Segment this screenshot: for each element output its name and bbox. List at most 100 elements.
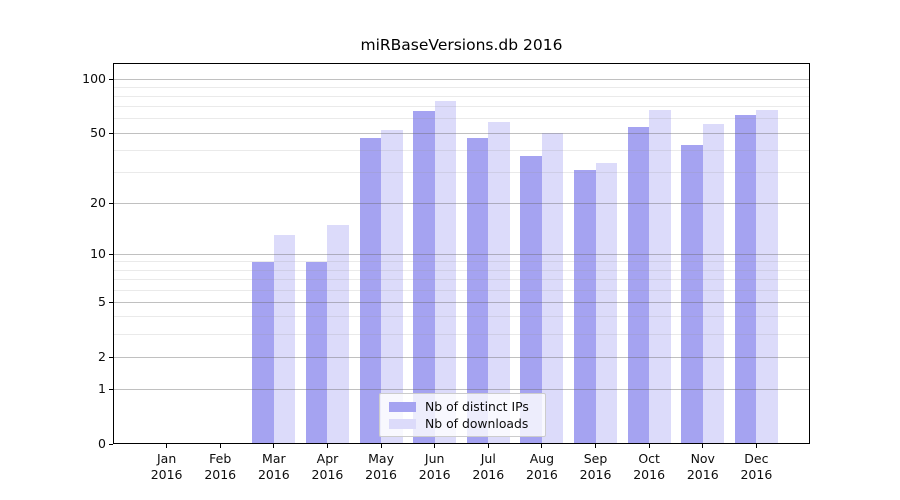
bar-distinct-ips-mar: [252, 261, 274, 444]
x-tick: [702, 444, 704, 448]
x-tick-label: Sep 2016: [565, 451, 627, 482]
bar-downloads-apr: [327, 224, 349, 444]
x-tick-label: Jun 2016: [404, 451, 466, 482]
bar-downloads-may: [381, 129, 403, 444]
gridline-major: [113, 388, 810, 390]
x-tick-label-year: 2016: [526, 466, 558, 482]
x-tick-label: May 2016: [350, 451, 412, 482]
x-tick-label-month: Jun: [424, 451, 445, 466]
x-tick-label: Nov 2016: [672, 451, 734, 482]
x-tick-label-month: Nov: [690, 451, 715, 466]
bar-downloads-mar: [273, 235, 296, 444]
y-tick-label: 10: [90, 246, 106, 262]
x-tick-label-month: Sep: [583, 451, 608, 466]
bar-downloads-jun: [434, 101, 457, 444]
gridline-major: [113, 253, 810, 255]
x-tick: [541, 444, 543, 448]
bar-distinct-ips-nov: [681, 144, 703, 444]
x-tick-label-month: May: [368, 451, 394, 466]
gridline-minor: [113, 333, 810, 335]
gridline-minor: [113, 316, 810, 318]
legend-label-downloads: Nb of downloads: [425, 415, 529, 431]
x-tick-label: Dec 2016: [725, 451, 787, 482]
x-tick: [166, 444, 168, 448]
x-tick-label-month: Mar: [262, 451, 286, 466]
gridline-major: [113, 202, 810, 204]
y-tick-label: 20: [90, 195, 106, 211]
y-tick: [109, 356, 113, 358]
x-tick: [273, 444, 275, 448]
y-tick: [109, 202, 113, 204]
x-tick-label: Apr 2016: [296, 451, 358, 482]
x-tick-label: Aug 2016: [511, 451, 573, 482]
gridline-minor: [113, 95, 810, 97]
bar-downloads-aug: [541, 133, 564, 444]
x-tick-label-month: Dec: [744, 451, 769, 466]
y-tick-label: 50: [90, 125, 106, 141]
x-tick-label-year: 2016: [740, 466, 773, 482]
x-tick: [755, 444, 757, 448]
legend: Nb of distinct IPs Nb of downloads: [379, 393, 546, 437]
x-tick-label-year: 2016: [150, 466, 183, 482]
bar-downloads-nov: [702, 124, 725, 444]
y-tick: [109, 443, 113, 445]
x-tick: [434, 444, 436, 448]
bar-distinct-ips-oct: [627, 127, 650, 444]
gridline-minor: [113, 149, 810, 151]
y-tick-label: 1: [98, 381, 106, 397]
bar-distinct-ips-dec: [734, 115, 757, 444]
x-tick-label-year: 2016: [365, 466, 397, 482]
gridline-minor: [113, 261, 810, 263]
bar-downloads-jul: [488, 121, 510, 444]
x-tick-label-year: 2016: [579, 466, 612, 482]
x-tick-label-month: Apr: [316, 451, 339, 466]
gridline-minor: [113, 279, 810, 281]
y-tick-label: 100: [82, 71, 106, 86]
gridline-minor: [113, 106, 810, 108]
x-tick-label-year: 2016: [311, 466, 344, 482]
x-tick: [219, 444, 221, 448]
gridline-major: [113, 132, 810, 134]
gridline-minor: [113, 289, 810, 291]
x-tick-label-month: Jul: [480, 451, 496, 466]
legend-item-distinct-ips: Nb of distinct IPs: [380, 399, 545, 414]
x-tick-label: Mar 2016: [243, 451, 305, 482]
bar-downloads-dec: [756, 110, 778, 444]
legend-swatch-downloads: [389, 418, 416, 429]
y-tick: [109, 78, 113, 80]
bar-distinct-ips-jun: [413, 111, 435, 444]
x-tick-label-year: 2016: [633, 466, 666, 482]
y-tick: [109, 132, 113, 134]
y-tick-label: 2: [98, 349, 106, 365]
gridline-major: [113, 356, 810, 358]
x-tick-label-month: Oct: [638, 451, 660, 466]
x-tick-label-year: 2016: [472, 466, 505, 482]
y-tick-label: 0: [98, 436, 106, 451]
gridline-minor: [113, 269, 810, 271]
x-tick: [380, 444, 382, 448]
legend-swatch-distinct-ips: [389, 401, 416, 412]
x-tick: [648, 444, 650, 448]
x-tick-label-month: Aug: [529, 451, 555, 466]
x-tick-label-year: 2016: [204, 466, 237, 482]
x-tick-label-year: 2016: [418, 466, 451, 482]
gridline-major: [113, 78, 810, 80]
bar-downloads-oct: [649, 110, 671, 444]
x-tick-label: Jul 2016: [457, 451, 519, 482]
x-tick-label: Oct 2016: [618, 451, 680, 482]
gridline-minor: [113, 171, 810, 173]
x-tick-label-month: Feb: [209, 451, 232, 466]
bar-distinct-ips-apr: [306, 261, 328, 444]
x-tick-label-year: 2016: [257, 466, 290, 482]
x-tick-label: Feb 2016: [189, 451, 251, 482]
gridline-minor: [113, 118, 810, 120]
x-tick: [326, 444, 328, 448]
bar-distinct-ips-may: [359, 137, 382, 444]
gridline-minor: [113, 86, 810, 88]
x-tick-label: Jan 2016: [136, 451, 198, 482]
y-tick: [109, 253, 113, 255]
y-tick-label: 5: [98, 294, 106, 310]
y-tick: [109, 301, 113, 303]
y-tick: [109, 388, 113, 390]
x-tick: [487, 444, 489, 448]
